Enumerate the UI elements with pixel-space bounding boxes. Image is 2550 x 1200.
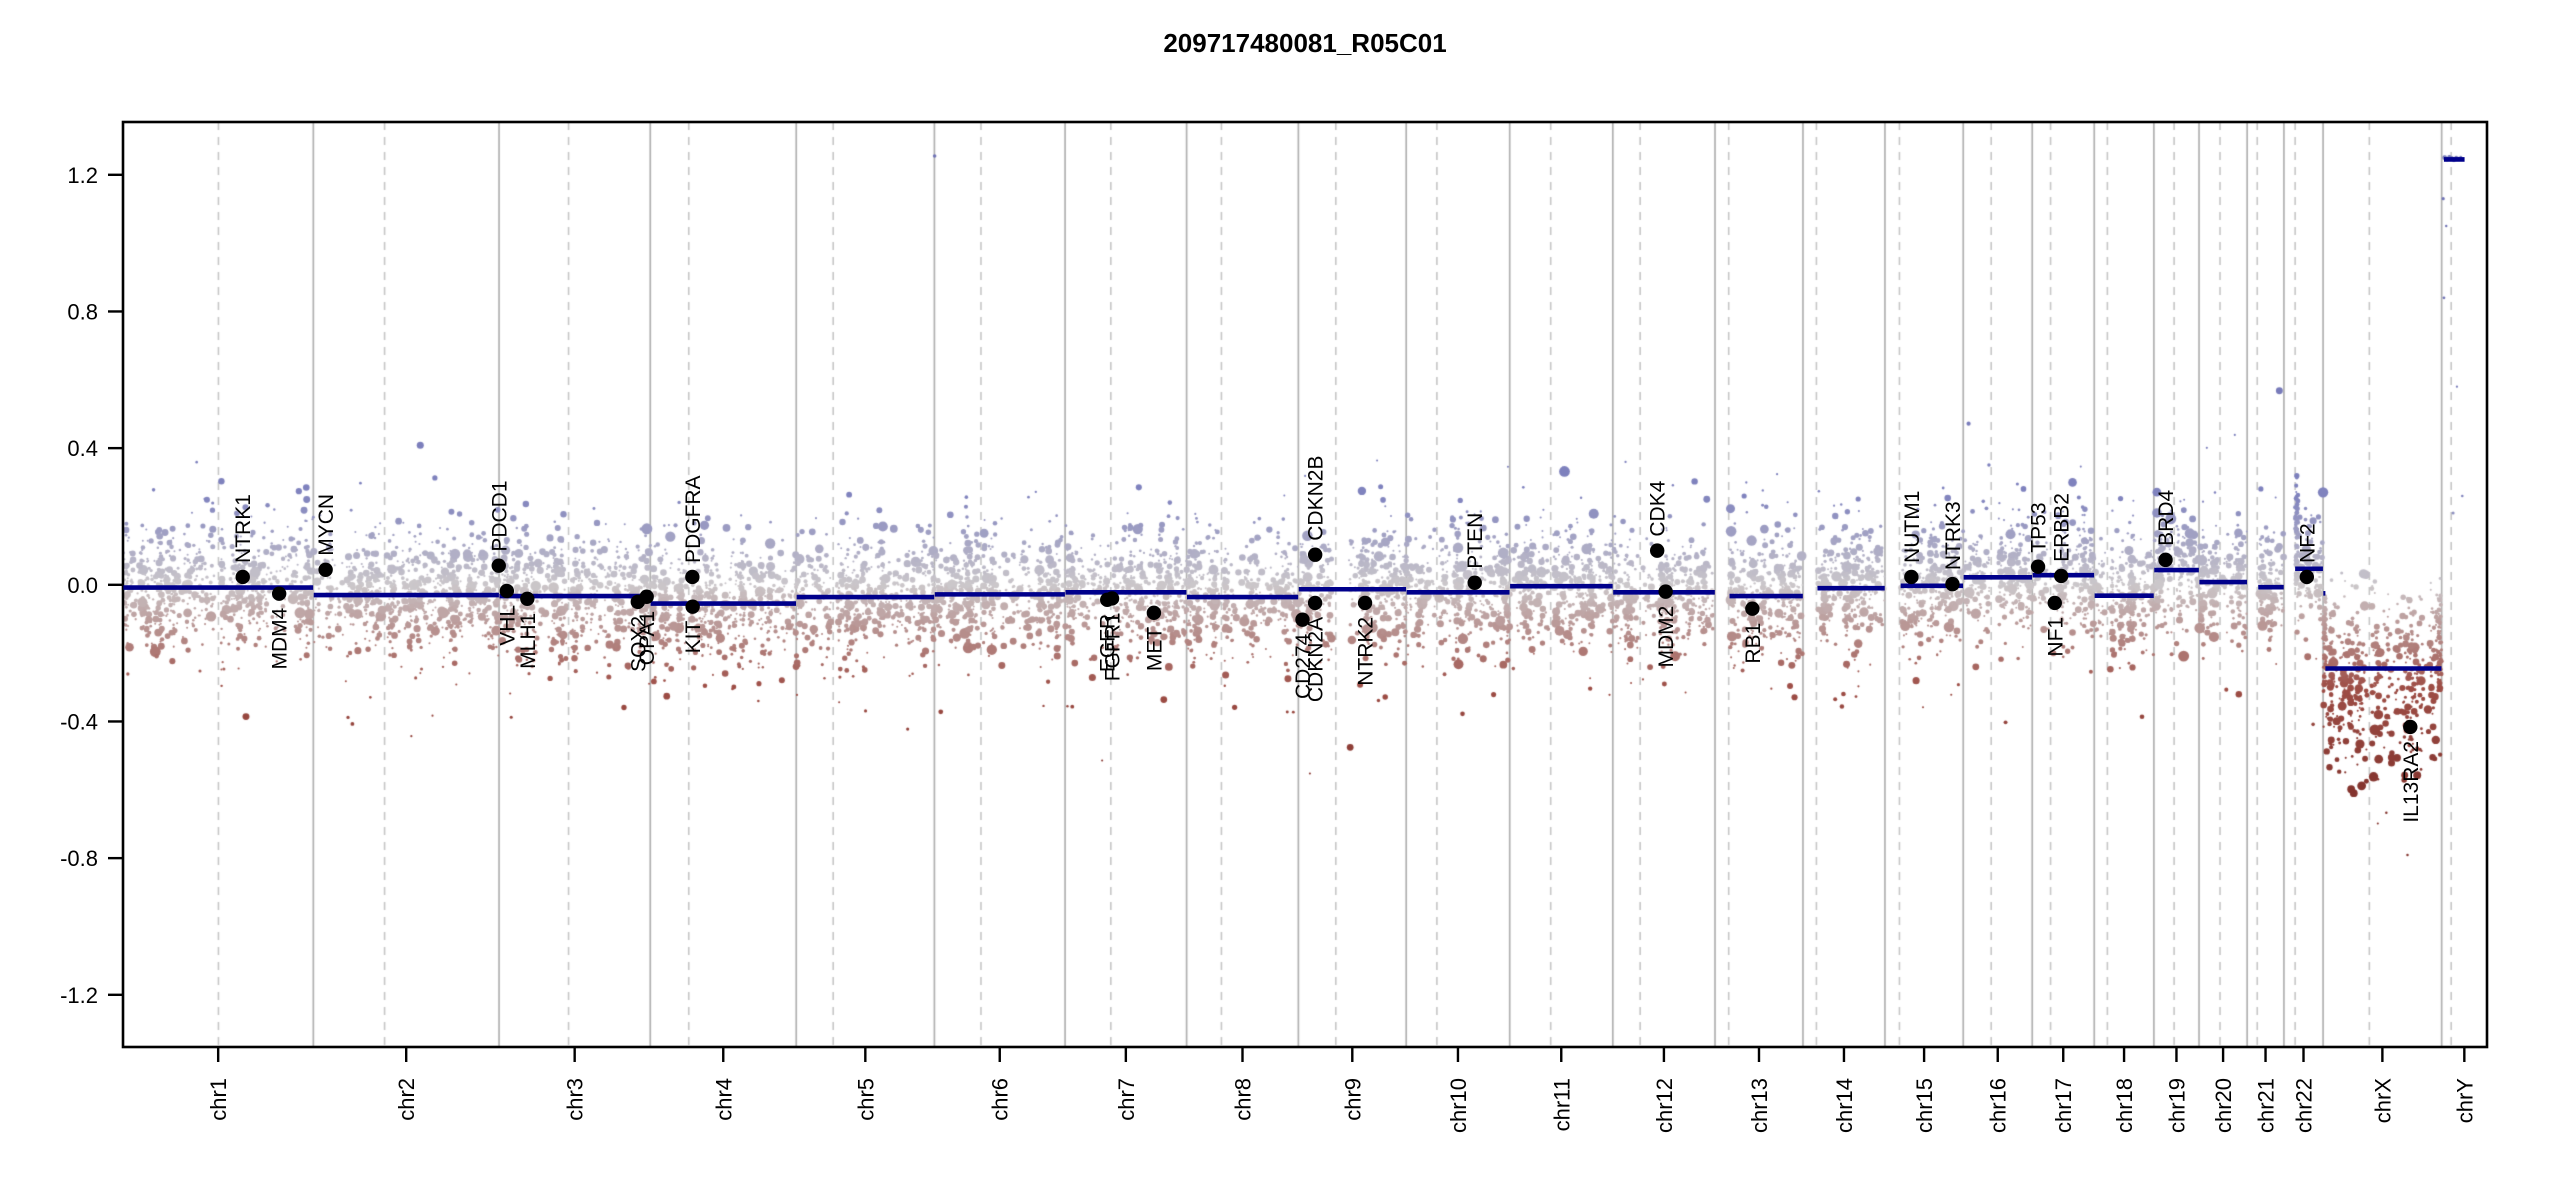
gene-label-CDK4: CDK4 <box>1647 480 1670 536</box>
gene-dot-CDKN2A <box>1307 595 1323 611</box>
gene-label-CD274: CD274 <box>1292 633 1315 699</box>
x-tick-label-chr7: chr7 <box>1114 1078 1139 1121</box>
y-tick-label: 0.4 <box>67 436 98 461</box>
plot-border <box>121 120 2489 1049</box>
x-tick-label-chr6: chr6 <box>988 1078 1013 1121</box>
page-title: 209717480081_R05C01 <box>1163 28 1446 58</box>
x-tick-label-chr20: chr20 <box>2211 1078 2236 1133</box>
gene-label-NUTM1: NUTM1 <box>1901 491 1924 563</box>
x-tick-label-chr15: chr15 <box>1912 1078 1937 1133</box>
gene-label-FGFR1: FGFR1 <box>1102 612 1125 681</box>
x-tick-label-chr19: chr19 <box>2164 1078 2189 1133</box>
x-tick-label-chr8: chr8 <box>1230 1078 1255 1121</box>
x-tick-label-chr4: chr4 <box>711 1078 736 1121</box>
x-tick-label-chr1: chr1 <box>206 1078 231 1121</box>
y-tick-label: -0.4 <box>60 709 98 734</box>
gene-label-OPA1: OPA1 <box>636 611 659 665</box>
gene-label-NTRK1: NTRK1 <box>232 494 255 563</box>
x-tick-label-chr10: chr10 <box>1446 1078 1471 1133</box>
x-tick-label-chr11: chr11 <box>1549 1078 1574 1131</box>
gene-dot-RB1 <box>1745 601 1760 616</box>
x-tick-label-chrX: chrX <box>2370 1078 2395 1124</box>
gene-dot-PDCD1 <box>491 558 506 573</box>
x-tick-label-chr13: chr13 <box>1747 1078 1772 1133</box>
y-tick-label: 0.0 <box>67 573 98 598</box>
x-tick-label-chr18: chr18 <box>2112 1078 2137 1133</box>
gene-dot-NF2 <box>2299 569 2315 585</box>
x-tick-label-chr5: chr5 <box>853 1078 878 1121</box>
gene-label-CDKN2B: CDKN2B <box>1305 456 1328 541</box>
gene-label-MDM4: MDM4 <box>269 607 292 669</box>
x-tick-label-chr17: chr17 <box>2051 1078 2076 1133</box>
gene-label-MET: MET <box>1143 627 1166 672</box>
gene-label-CDKN2A: CDKN2A <box>1305 617 1328 702</box>
x-tick-label-chrY: chrY <box>2452 1078 2477 1124</box>
gene-dot-MDM4 <box>271 586 287 601</box>
gene-dot-NTRK2 <box>1357 595 1373 611</box>
x-tick-label-chr16: chr16 <box>1986 1078 2011 1133</box>
gene-label-KIT: KIT <box>682 620 705 653</box>
gene-dot-NF1 <box>2047 595 2062 611</box>
y-tick-label: -1.2 <box>60 983 98 1008</box>
x-tick-label-chr21: chr21 <box>2254 1078 2279 1133</box>
gene-label-NTRK3: NTRK3 <box>1942 501 1965 570</box>
gene-dot-FGFR1 <box>1104 591 1120 606</box>
gene-dot-MLH1 <box>520 591 535 607</box>
gene-dot-TP53 <box>2030 559 2046 574</box>
gene-label-EGFR: EGFR <box>1097 614 1120 672</box>
x-tick-label-chr22: chr22 <box>2292 1078 2317 1133</box>
gene-dot-MDM2 <box>1658 584 1673 599</box>
gene-dot-ERBB2 <box>2053 568 2069 584</box>
x-tick-label-chr14: chr14 <box>1832 1078 1857 1133</box>
x-tick-label-chr9: chr9 <box>1340 1078 1365 1121</box>
gene-dot-PTEN <box>1467 575 1482 590</box>
gene-dot-VHL <box>499 583 515 599</box>
gene-label-MDM2: MDM2 <box>1655 606 1678 668</box>
y-tick-label: -0.8 <box>60 846 98 871</box>
gene-dot-IL13RA2 <box>2403 719 2418 735</box>
y-tick-label: 1.2 <box>67 163 98 188</box>
gene-label-MYCN: MYCN <box>315 494 338 556</box>
gene-dot-MYCN <box>318 562 333 577</box>
gene-label-IL13RA2: IL13RA2 <box>2400 741 2423 823</box>
gene-label-RB1: RB1 <box>1742 623 1765 664</box>
gene-dot-KIT <box>685 599 700 614</box>
gene-label-SOX2: SOX2 <box>627 616 650 672</box>
gene-label-BRD4: BRD4 <box>2155 490 2178 546</box>
gene-label-NF1: NF1 <box>2044 617 2067 657</box>
y-tick-label: 0.8 <box>67 299 98 324</box>
gene-label-NTRK2: NTRK2 <box>1355 617 1378 686</box>
gene-label-PDCD1: PDCD1 <box>488 480 511 551</box>
gene-dot-PDGFRA <box>685 569 700 585</box>
x-tick-label-chr12: chr12 <box>1652 1078 1677 1133</box>
gene-dot-NTRK3 <box>1945 576 1960 592</box>
gene-dot-NUTM1 <box>1904 569 1919 585</box>
gene-label-PDGFRA: PDGFRA <box>682 475 705 563</box>
x-tick-label-chr3: chr3 <box>563 1078 588 1121</box>
gene-dot-CDKN2B <box>1307 547 1323 562</box>
gene-dot-MET <box>1146 605 1162 621</box>
gene-dot-BRD4 <box>2158 552 2173 568</box>
gene-dot-OPA1 <box>639 589 654 604</box>
gene-label-MLH1: MLH1 <box>517 613 540 669</box>
gene-label-NF2: NF2 <box>2296 523 2319 563</box>
x-tick-label-chr2: chr2 <box>394 1078 419 1121</box>
gene-label-TP53: TP53 <box>2028 502 2051 552</box>
gene-dot-CDK4 <box>1649 543 1665 558</box>
gene-label-PTEN: PTEN <box>1464 513 1487 569</box>
gene-dot-NTRK1 <box>235 569 250 585</box>
gene-label-VHL: VHL <box>496 605 519 646</box>
gene-dot-CD274 <box>1295 612 1310 627</box>
gene-label-ERBB2: ERBB2 <box>2051 493 2074 562</box>
